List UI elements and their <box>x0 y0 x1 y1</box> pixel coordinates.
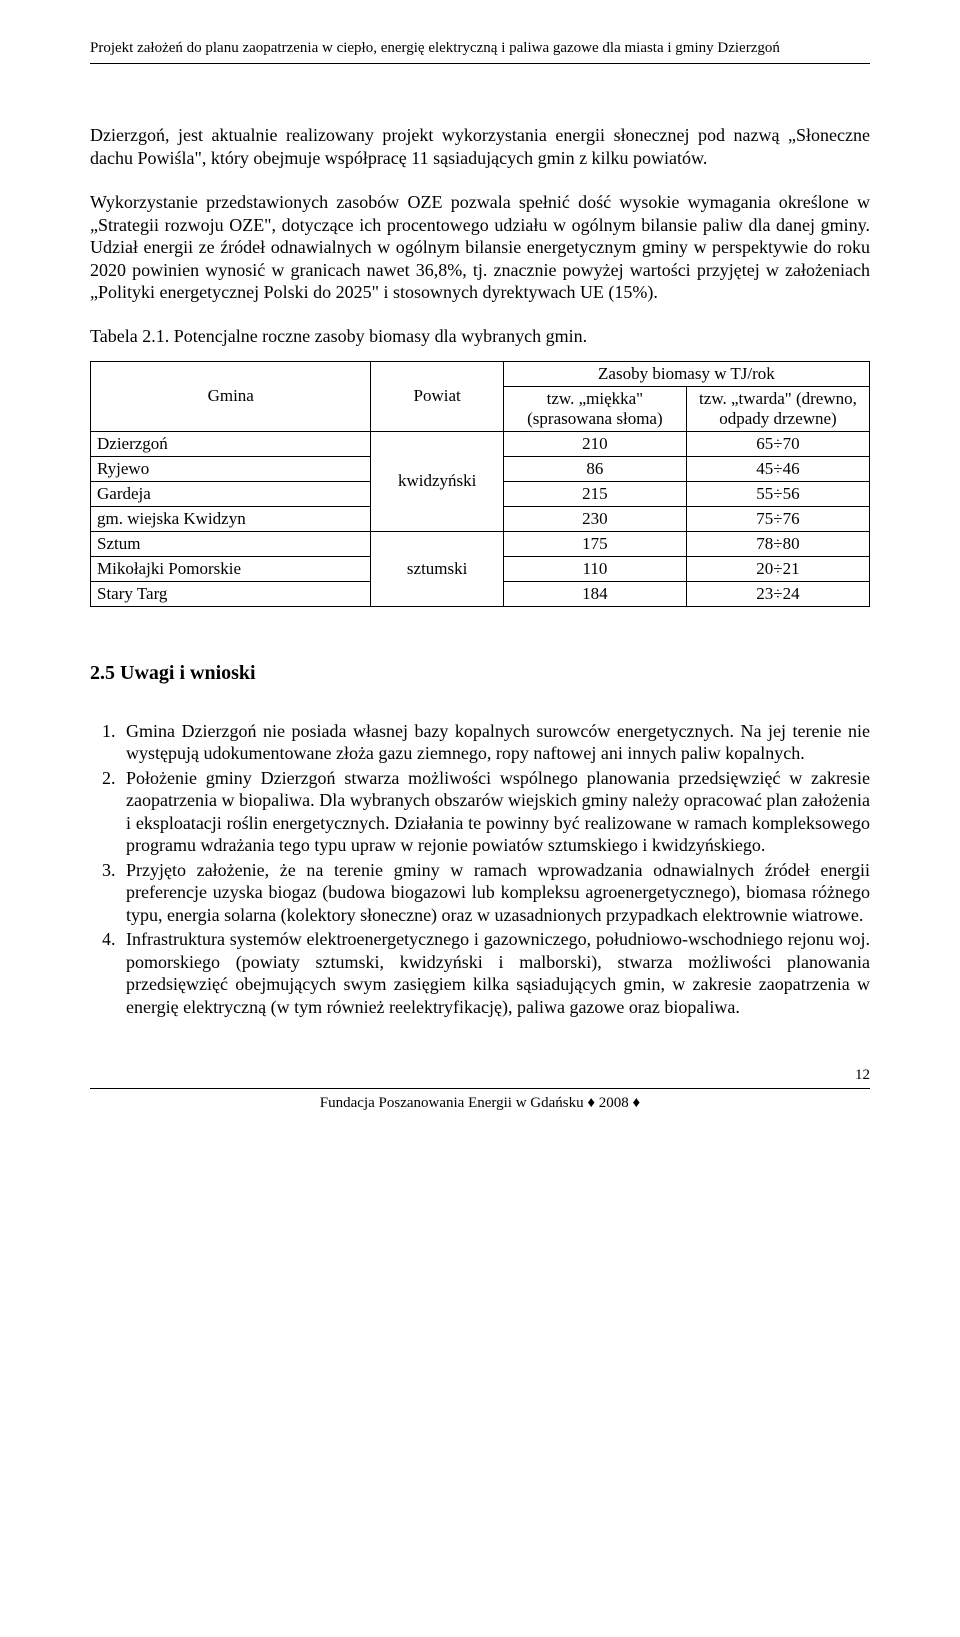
list-item: Gmina Dzierzgoń nie posiada własnej bazy… <box>120 720 870 765</box>
cell-value: 45÷46 <box>686 456 869 481</box>
paragraph-intro-1: Dzierzgoń, jest aktualnie realizowany pr… <box>90 124 870 169</box>
cell-gmina: Sztum <box>91 531 371 556</box>
cell-value: 175 <box>503 531 686 556</box>
th-gmina: Gmina <box>91 361 371 431</box>
cell-value: 55÷56 <box>686 481 869 506</box>
cell-gmina: Mikołajki Pomorskie <box>91 556 371 581</box>
biomass-table: Gmina Powiat Zasoby biomasy w TJ/rok tzw… <box>90 361 870 607</box>
th-twarda: tzw. „twarda" (drewno, odpady drzewne) <box>686 386 869 431</box>
notes-list: Gmina Dzierzgoń nie posiada własnej bazy… <box>90 720 870 1019</box>
table-row: Dzierzgoń kwidzyński 210 65÷70 <box>91 431 870 456</box>
paragraph-intro-2: Wykorzystanie przedstawionych zasobów OZ… <box>90 191 870 304</box>
cell-powiat: kwidzyński <box>371 431 503 531</box>
footer-text: Fundacja Poszanowania Energii w Gdańsku … <box>320 1095 640 1111</box>
th-powiat: Powiat <box>371 361 503 431</box>
cell-value: 110 <box>503 556 686 581</box>
cell-value: 210 <box>503 431 686 456</box>
section-heading: 2.5 Uwagi i wnioski <box>90 662 870 685</box>
cell-gmina: Dzierzgoń <box>91 431 371 456</box>
page-number: 12 <box>855 1067 870 1084</box>
cell-value: 184 <box>503 581 686 606</box>
th-miekka: tzw. „miękka" (sprasowana słoma) <box>503 386 686 431</box>
cell-value: 230 <box>503 506 686 531</box>
cell-value: 78÷80 <box>686 531 869 556</box>
cell-gmina: Stary Targ <box>91 581 371 606</box>
page-footer: 12 Fundacja Poszanowania Energii w Gdańs… <box>90 1088 870 1112</box>
cell-value: 23÷24 <box>686 581 869 606</box>
list-item: Infrastruktura systemów elektroenergetyc… <box>120 928 870 1018</box>
cell-gmina: gm. wiejska Kwidzyn <box>91 506 371 531</box>
list-item: Położenie gminy Dzierzgoń stwarza możliw… <box>120 767 870 857</box>
cell-gmina: Ryjewo <box>91 456 371 481</box>
cell-gmina: Gardeja <box>91 481 371 506</box>
cell-value: 75÷76 <box>686 506 869 531</box>
list-item: Przyjęto założenie, że na terenie gminy … <box>120 859 870 927</box>
cell-value: 65÷70 <box>686 431 869 456</box>
th-zasoby: Zasoby biomasy w TJ/rok <box>503 361 869 386</box>
cell-value: 20÷21 <box>686 556 869 581</box>
cell-value: 86 <box>503 456 686 481</box>
page-header: Projekt założeń do planu zaopatrzenia w … <box>90 40 870 64</box>
cell-powiat: sztumski <box>371 531 503 606</box>
table-row: Sztum sztumski 175 78÷80 <box>91 531 870 556</box>
table-caption: Tabela 2.1. Potencjalne roczne zasoby bi… <box>90 326 870 347</box>
cell-value: 215 <box>503 481 686 506</box>
